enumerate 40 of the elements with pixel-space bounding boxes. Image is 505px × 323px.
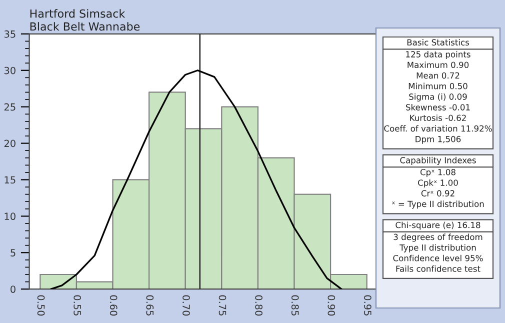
x-tick-label: 0.55: [74, 295, 82, 316]
text: Sigma (i) 0.09: [409, 93, 467, 102]
y-tick-label: 5: [10, 249, 16, 256]
x-tick-label: 0.85: [291, 295, 299, 316]
text: Mean 0.72: [416, 72, 460, 79]
x-tick-label: 0.90: [328, 295, 336, 316]
x-tick-label: 0.50: [37, 295, 45, 316]
text: 125 data points: [406, 50, 470, 60]
text: Kurtosis -0.62: [410, 114, 466, 122]
y-tick-label: 20: [4, 140, 16, 148]
text: Maximum 0.90: [408, 62, 469, 68]
text: Capability Indexes: [400, 156, 476, 165]
x-tick-label: 0.80: [255, 295, 262, 316]
text: Skewness -0.01: [406, 104, 470, 110]
y-tick-label: 30: [4, 66, 16, 74]
y-tick-label: 25: [4, 103, 16, 111]
x-tick-label: 0.75: [218, 295, 226, 316]
x-tick-label: 0.70: [182, 295, 190, 316]
chart-title: Hartford Simsack: [30, 9, 126, 18]
x-tick-label: 0.95: [364, 295, 372, 316]
text: Cpkˣ 1.00: [418, 179, 458, 188]
text: 3 degrees of freedom: [394, 234, 482, 242]
text: Coeff. of variation 11.92%: [384, 125, 492, 132]
chart-subtitle: Black Belt Wannabe: [30, 22, 140, 31]
text: Dpm 1,506: [416, 136, 461, 144]
text: Confidence level 95%: [393, 254, 483, 262]
y-tick-label: 35: [4, 30, 16, 38]
y-tick-label: 0: [10, 286, 16, 293]
text: Crˣ 0.92: [421, 190, 454, 196]
text: Basic Statistics: [407, 39, 469, 46]
text: Minimum 0.50: [408, 82, 468, 90]
text: Type II distribution: [400, 244, 476, 252]
text: Cpˣ 1.08: [420, 168, 456, 177]
x-tick-label: 0.60: [110, 295, 118, 316]
text: Fails confidence test: [396, 265, 480, 272]
text: ˣ = Type II distribution: [392, 200, 484, 209]
text: Chi-square (e) 16.18: [396, 222, 480, 230]
x-tick-label: 0.65: [146, 295, 154, 316]
y-tick-label: 15: [4, 176, 16, 184]
y-tick-label: 10: [4, 212, 16, 220]
